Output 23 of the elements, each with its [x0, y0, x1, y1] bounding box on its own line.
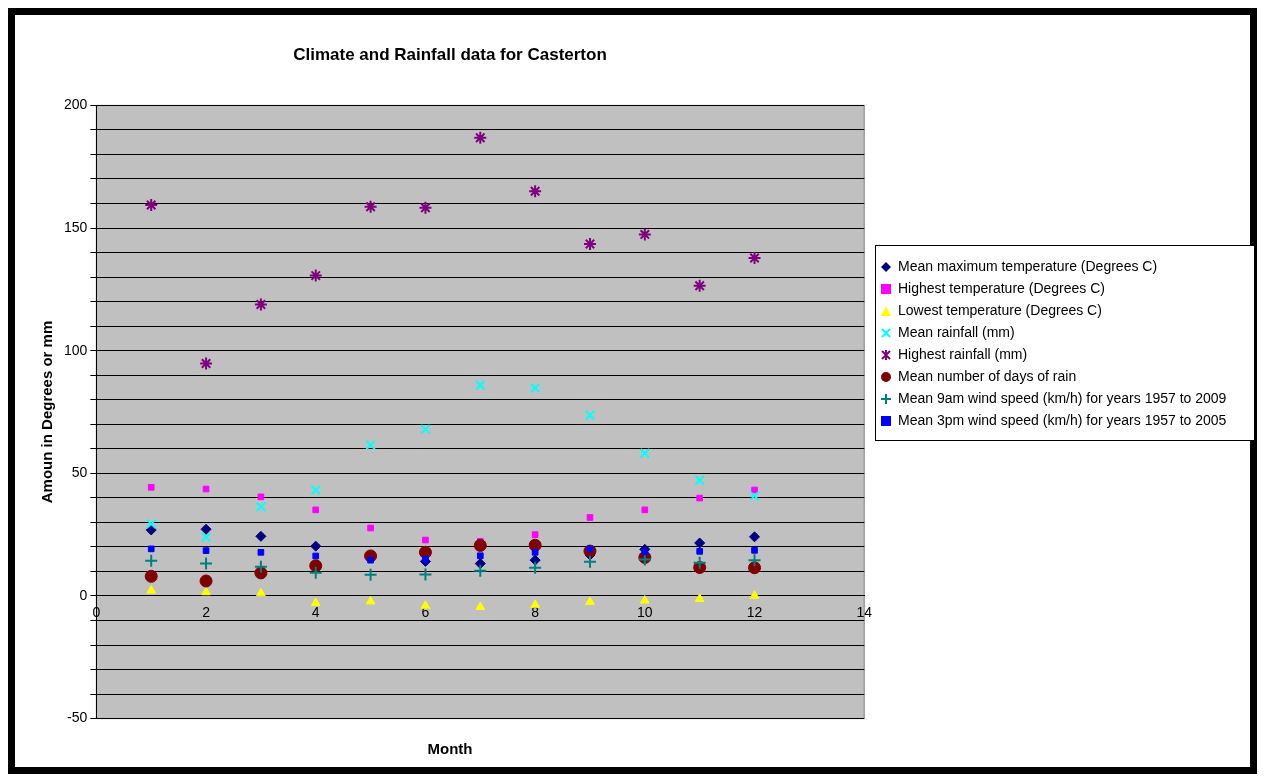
x-tick-label: 4	[311, 604, 320, 621]
legend-label: Mean 3pm wind speed (km/h) for years 1957 to 2005	[898, 412, 1227, 428]
legend-label: Lowest temperature (Degrees C)	[898, 302, 1102, 318]
y-axis-title: Amoun in Degrees or mm	[38, 320, 56, 504]
y-tick-label: 50	[71, 464, 88, 481]
y-tick-label: 150	[64, 218, 88, 235]
y-tick-label: 0	[79, 586, 88, 603]
x-axis-title: Month	[426, 740, 474, 757]
legend-label: Mean maximum temperature (Degrees C)	[898, 258, 1158, 274]
x-tick-label: 2	[202, 604, 211, 621]
chart-title: Climate and Rainfall data for Casterton	[293, 44, 607, 64]
legend-label: Highest rainfall (mm)	[898, 346, 1028, 362]
y-tick-label: 100	[64, 341, 88, 358]
y-tick-label: 200	[64, 96, 88, 113]
legend-label: Highest temperature (Degrees C)	[898, 280, 1105, 296]
y-tick-label: -50	[67, 709, 88, 726]
x-tick-label: 8	[531, 604, 540, 621]
legend-label: Mean number of days of rain	[898, 368, 1077, 384]
x-tick-label: 14	[856, 604, 873, 621]
legend-label: Mean 9am wind speed (km/h) for years 1957 to 2009	[898, 390, 1227, 406]
x-tick-label: 10	[637, 604, 653, 621]
legend-label: Mean rainfall (mm)	[898, 324, 1015, 340]
x-tick-label: 12	[746, 604, 763, 621]
